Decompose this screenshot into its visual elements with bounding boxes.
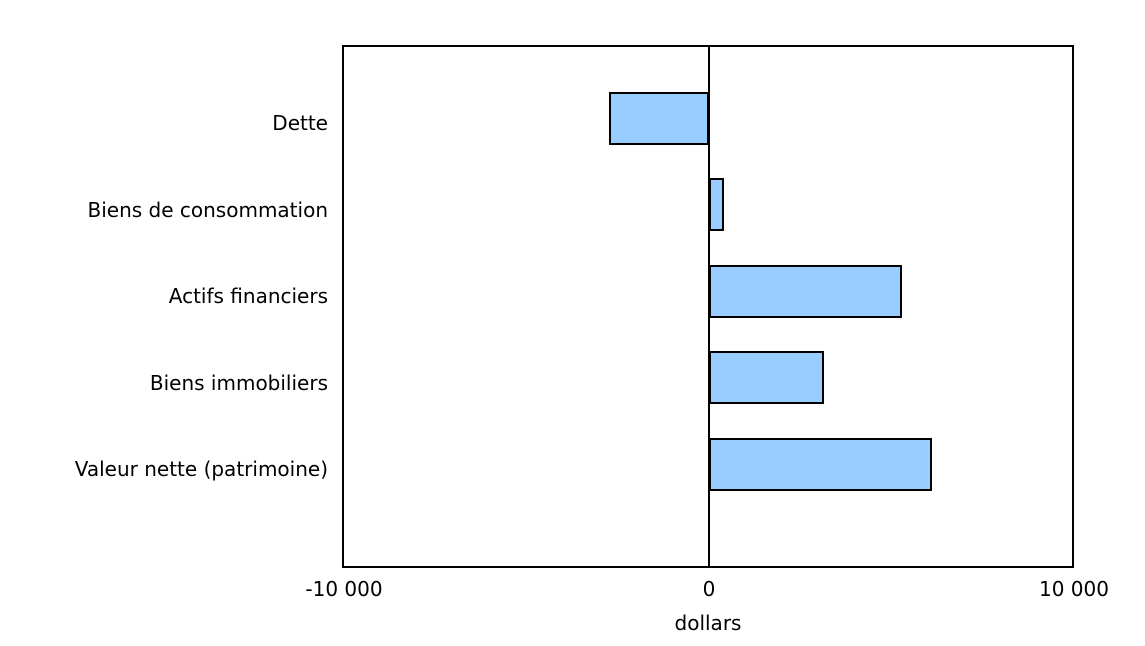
category-label: Dette — [272, 111, 328, 135]
bar — [709, 178, 724, 231]
x-tick-label: 10 000 — [1039, 577, 1109, 601]
category-label: Actifs financiers — [168, 284, 328, 308]
x-tick-label: -10 000 — [305, 577, 383, 601]
bar — [709, 437, 932, 491]
category-label: Biens de consommation — [87, 197, 329, 222]
category-label: Biens immobiliers — [149, 370, 328, 395]
x-axis-title: dollars — [674, 611, 742, 635]
category-label: Valeur nette (patrimoine) — [74, 457, 328, 481]
bar — [608, 91, 709, 145]
bar — [709, 264, 903, 318]
bar — [709, 351, 824, 404]
x-tick-label: 0 — [702, 577, 716, 601]
plot-area — [342, 45, 1074, 568]
